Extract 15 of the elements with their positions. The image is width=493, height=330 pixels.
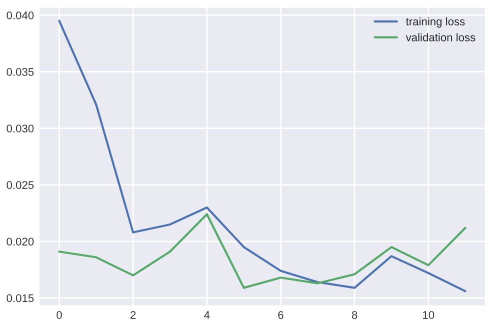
y-tick-label: 0.040 — [6, 11, 34, 20]
x-tick-label: 0 — [56, 311, 62, 319]
legend-label: validation loss — [406, 33, 476, 42]
legend-label: training loss — [406, 17, 465, 28]
y-tick-label: 0.020 — [6, 238, 34, 246]
y-tick-label: 0.030 — [6, 124, 34, 132]
y-tick-label: 0.025 — [6, 181, 34, 189]
x-tick-label: 6 — [278, 311, 284, 319]
y-tick-label: 0.035 — [6, 68, 34, 76]
y-tick-label: 0.015 — [6, 294, 34, 302]
x-tick-label: 4 — [204, 311, 210, 319]
x-tick-label: 10 — [423, 311, 434, 319]
line-series — [58, 213, 466, 289]
x-tick-label: 8 — [352, 311, 358, 319]
x-tick-label: 2 — [130, 311, 136, 319]
